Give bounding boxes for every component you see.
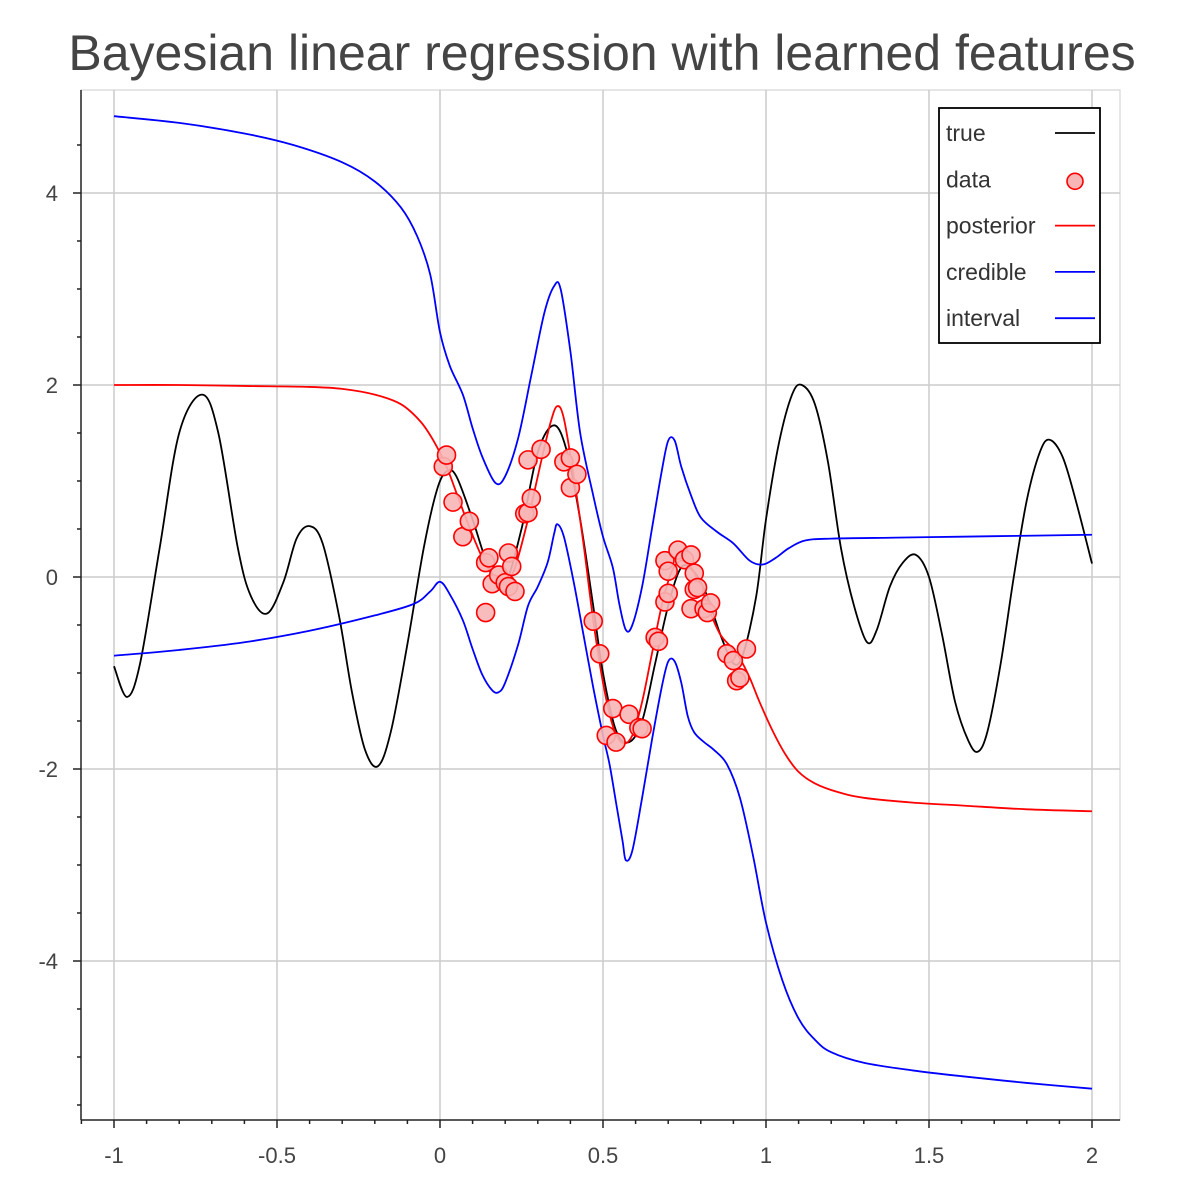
legend-label-posterior: posterior (946, 213, 1036, 239)
y-tick-label: 2 (46, 373, 58, 398)
x-tick-label: 2 (1086, 1143, 1098, 1168)
series-line-interval (113, 523, 1093, 1090)
data-point (730, 667, 750, 688)
legend-swatch-data (1066, 172, 1084, 191)
data-point (560, 448, 581, 468)
data-point (583, 611, 604, 631)
x-tick-label: -1 (104, 1143, 124, 1168)
data-point (459, 511, 480, 532)
plot-area (113, 115, 1093, 1090)
x-tick-label: 0.5 (588, 1143, 619, 1168)
data-point (723, 650, 744, 671)
series-line-credible (113, 115, 1093, 633)
data-point (700, 593, 721, 613)
data-point (531, 439, 551, 460)
data-point (567, 464, 587, 485)
data-point (475, 602, 496, 623)
legend-label-interval: interval (946, 305, 1020, 331)
y-tick-label: -2 (38, 757, 58, 782)
data-point (648, 631, 669, 652)
x-tick-label: 0 (434, 1143, 446, 1168)
data-point (606, 732, 626, 752)
legend-label-credible: credible (946, 259, 1027, 285)
data-point (687, 577, 708, 598)
data-point (602, 698, 623, 719)
chart-title: Bayesian linear regression with learned … (68, 25, 1135, 81)
data-point (505, 581, 525, 602)
data-point (658, 583, 679, 604)
data-point (736, 639, 757, 659)
data-point (479, 547, 499, 568)
data-point (436, 445, 457, 465)
series-line-posterior (113, 384, 1093, 813)
data-point (443, 492, 463, 512)
x-tick-label: -0.5 (258, 1143, 296, 1168)
data-point (681, 545, 701, 565)
axes: -4 -2 0 2 4 -1 -0.5 0 0.5 1 1.5 2 (38, 90, 1120, 1168)
y-tick-label: 4 (46, 181, 58, 206)
y-tick-label: 0 (46, 565, 58, 590)
data-point (501, 556, 522, 577)
x-tick-label: 1 (760, 1143, 772, 1168)
data-point (521, 488, 542, 509)
data-point (658, 561, 679, 582)
data-point (619, 704, 639, 725)
grid (80, 89, 1121, 1121)
legend-label-true: true (946, 120, 986, 146)
x-tick-label: 1.5 (914, 1143, 945, 1168)
data-point (518, 450, 538, 470)
data-point (632, 718, 652, 739)
y-tick-label: -4 (38, 949, 58, 974)
legend-label-data: data (946, 166, 991, 192)
data-point (589, 643, 610, 664)
legend: true data posterior credible interval (938, 107, 1101, 344)
